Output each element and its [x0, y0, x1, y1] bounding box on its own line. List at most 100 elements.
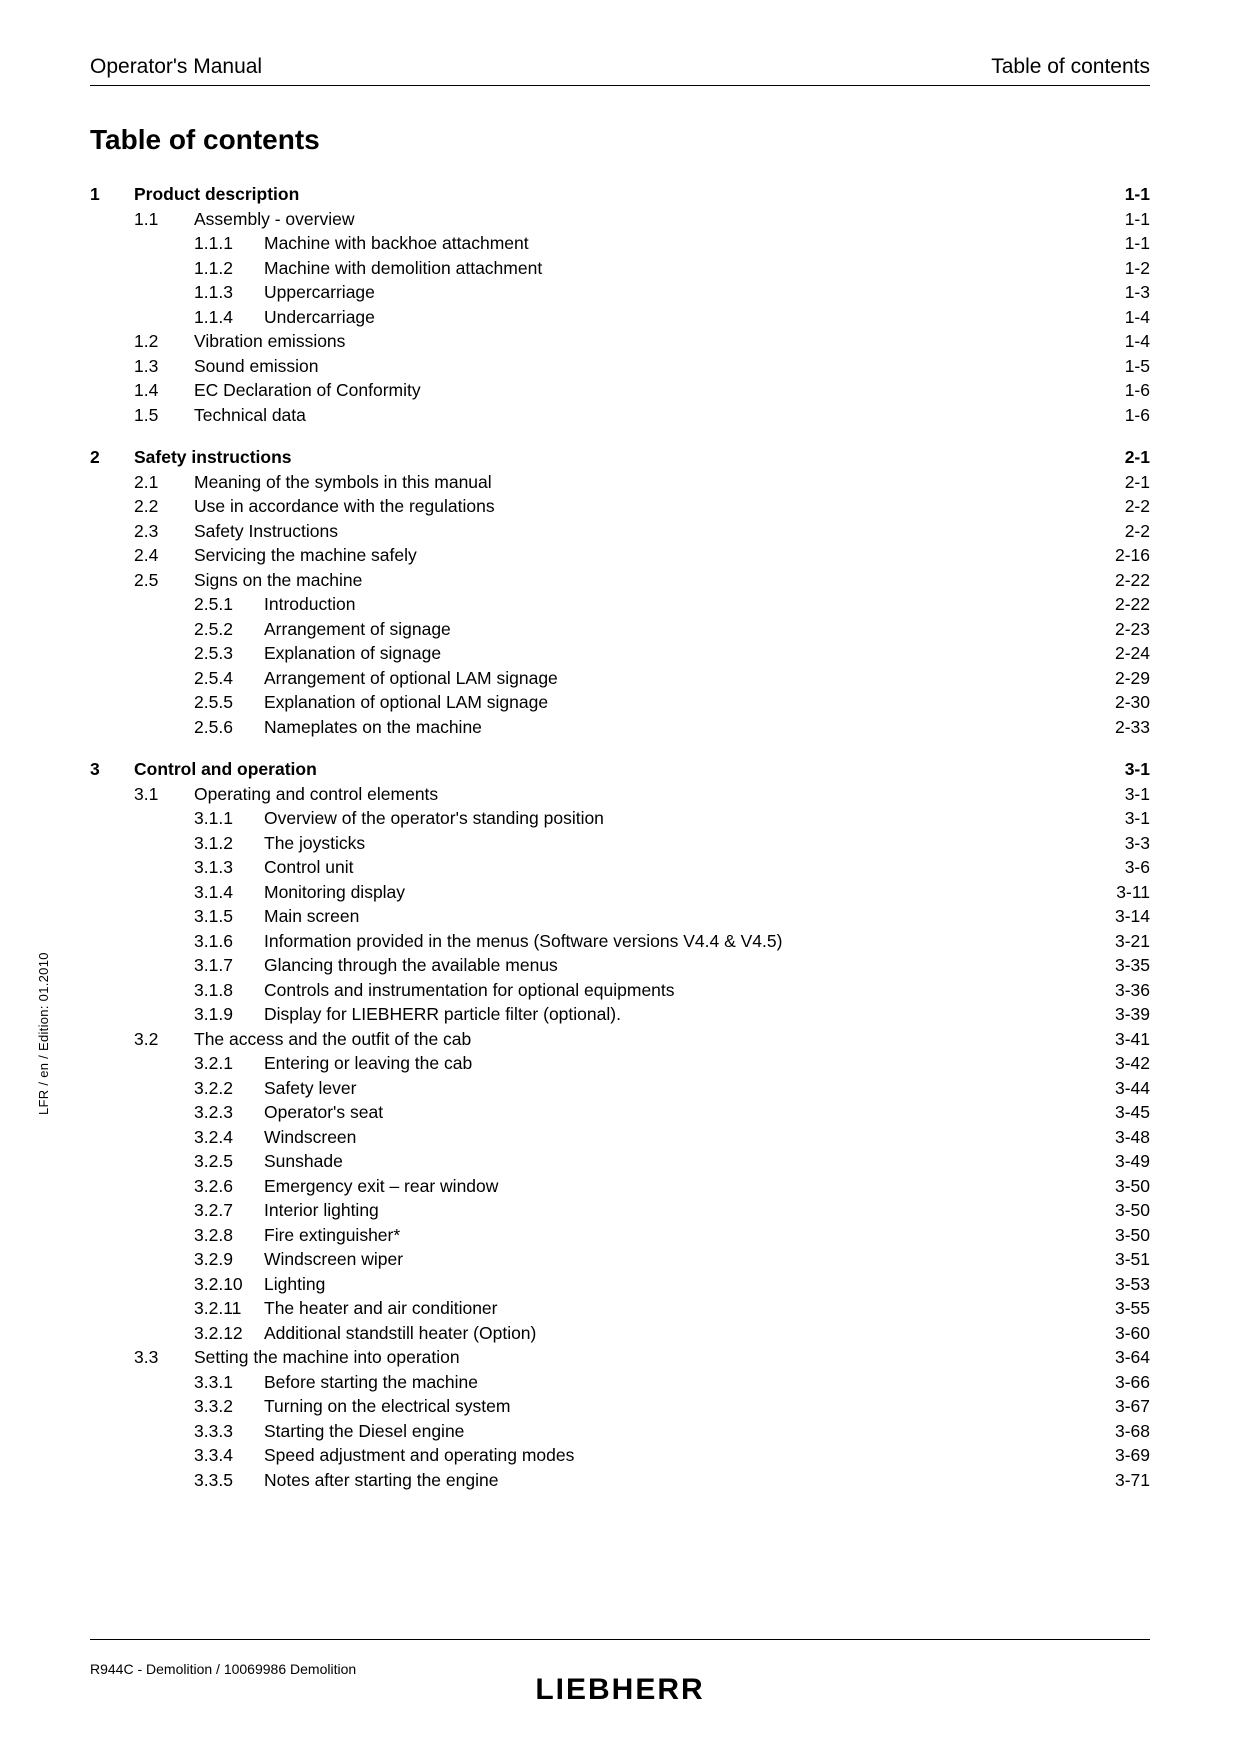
toc-entry-page: 3-44	[1106, 1076, 1150, 1101]
toc-entry-title: Before starting the machine	[264, 1370, 478, 1395]
toc-entry-page: 2-23	[1106, 617, 1150, 642]
footer-rule	[90, 1639, 1150, 1640]
toc-entry-title: Emergency exit – rear window	[264, 1174, 498, 1199]
header-right: Table of contents	[991, 55, 1150, 79]
toc-entry-title: Arrangement of optional LAM signage	[264, 666, 558, 691]
side-text: LFR / en / Edition: 01.2010	[36, 952, 51, 1115]
toc-entry-page: 1-2	[1106, 256, 1150, 281]
toc-row: 2.5.6Nameplates on the machine2-33	[90, 715, 1150, 740]
toc-entry-title: Operating and control elements	[194, 782, 438, 807]
toc-row: 3.1.5Main screen3-14	[90, 904, 1150, 929]
toc-entry-number: 3.3	[134, 1345, 194, 1370]
toc-entry-title: Glancing through the available menus	[264, 953, 558, 978]
toc-entry-page: 1-6	[1106, 403, 1150, 428]
toc-row: 1.1.4Undercarriage1-4	[90, 305, 1150, 330]
toc-entry-number: 3.1.8	[194, 978, 264, 1003]
toc-entry-page: 2-16	[1106, 543, 1150, 568]
toc-title: Table of contents	[90, 124, 1150, 156]
toc-entry-title: Signs on the machine	[194, 568, 362, 593]
toc-entry-title: Product description	[134, 182, 299, 207]
toc-entry-title: The access and the outfit of the cab	[194, 1027, 471, 1052]
toc-entry-number: 1.3	[134, 354, 194, 379]
toc-entry-page: 1-5	[1106, 354, 1150, 379]
toc-entry-number: 3.2	[134, 1027, 194, 1052]
toc-entry-number: 2.5.6	[194, 715, 264, 740]
toc-row: 2.5.3Explanation of signage2-24	[90, 641, 1150, 666]
toc-entry-title: Additional standstill heater (Option)	[264, 1321, 536, 1346]
toc-entry-number: 3.1.4	[194, 880, 264, 905]
toc-entry-title: Servicing the machine safely	[194, 543, 417, 568]
toc-entry-title: Control unit	[264, 855, 354, 880]
toc-entry-title: Use in accordance with the regulations	[194, 494, 495, 519]
toc-entry-number: 3.2.2	[194, 1076, 264, 1101]
toc-row: 3.1.9Display for LIEBHERR particle filte…	[90, 1002, 1150, 1027]
toc-row: 1.1.3Uppercarriage1-3	[90, 280, 1150, 305]
toc-entry-page: 1-6	[1106, 378, 1150, 403]
toc-row: 3.2.5Sunshade 3-49	[90, 1149, 1150, 1174]
toc-entry-title: Monitoring display	[264, 880, 405, 905]
toc-entry-number: 3.3.2	[194, 1394, 264, 1419]
toc-row: 3.3.3Starting the Diesel engine 3-68	[90, 1419, 1150, 1444]
toc-entry-title: Machine with backhoe attachment	[264, 231, 529, 256]
toc-entry-page: 3-21	[1106, 929, 1150, 954]
toc-content: 1Product description1-11.1Assembly - ove…	[90, 182, 1150, 1492]
toc-entry-number: 1.1.2	[194, 256, 264, 281]
toc-entry-page: 3-66	[1106, 1370, 1150, 1395]
toc-row: 1.3Sound emission1-5	[90, 354, 1150, 379]
toc-entry-title: Information provided in the menus (Softw…	[264, 929, 782, 954]
toc-entry-number: 3.2.12	[194, 1321, 264, 1346]
toc-row: 1.2Vibration emissions1-4	[90, 329, 1150, 354]
toc-row: 1.1.2Machine with demolition attachment1…	[90, 256, 1150, 281]
toc-entry-number: 3.3.3	[194, 1419, 264, 1444]
toc-row: 3Control and operation3-1	[90, 757, 1150, 782]
toc-row: 3.1.3Control unit3-6	[90, 855, 1150, 880]
toc-entry-page: 3-68	[1106, 1419, 1150, 1444]
toc-entry-title: Speed adjustment and operating modes	[264, 1443, 574, 1468]
toc-entry-number: 3.3.5	[194, 1468, 264, 1493]
toc-entry-number: 2.3	[134, 519, 194, 544]
toc-entry-number: 2.5.2	[194, 617, 264, 642]
footer-text: R944C - Demolition / 10069986 Demolition	[90, 1661, 356, 1677]
toc-entry-page: 3-1	[1106, 806, 1150, 831]
toc-entry-page: 1-4	[1106, 329, 1150, 354]
toc-entry-page: 3-48	[1106, 1125, 1150, 1150]
toc-entry-number: 3.1.5	[194, 904, 264, 929]
toc-entry-title: Controls and instrumentation for optiona…	[264, 978, 675, 1003]
toc-entry-number: 3.2.5	[194, 1149, 264, 1174]
toc-entry-page: 3-50	[1106, 1198, 1150, 1223]
toc-row: 3.2.1Entering or leaving the cab3-42	[90, 1051, 1150, 1076]
header-left: Operator's Manual	[90, 55, 262, 79]
toc-entry-number: 1.5	[134, 403, 194, 428]
toc-entry-number: 3.1.3	[194, 855, 264, 880]
toc-entry-page: 3-14	[1106, 904, 1150, 929]
toc-entry-number: 3.2.7	[194, 1198, 264, 1223]
toc-entry-page: 3-39	[1106, 1002, 1150, 1027]
toc-entry-number: 3.2.9	[194, 1247, 264, 1272]
toc-row: 2.2Use in accordance with the regulation…	[90, 494, 1150, 519]
toc-entry-title: Overview of the operator's standing posi…	[264, 806, 604, 831]
toc-entry-page: 3-1	[1106, 782, 1150, 807]
toc-row: 3.2.4Windscreen3-48	[90, 1125, 1150, 1150]
toc-row: 2.5Signs on the machine2-22	[90, 568, 1150, 593]
toc-entry-title: Nameplates on the machine	[264, 715, 482, 740]
toc-entry-number: 2.4	[134, 543, 194, 568]
toc-entry-page: 3-49	[1106, 1149, 1150, 1174]
toc-entry-title: Windscreen	[264, 1125, 356, 1150]
toc-entry-number: 3.3.4	[194, 1443, 264, 1468]
toc-entry-title: Setting the machine into operation	[194, 1345, 460, 1370]
toc-entry-title: Notes after starting the engine	[264, 1468, 498, 1493]
page-header: Operator's Manual Table of contents	[90, 55, 1150, 85]
toc-row: 2.5.5Explanation of optional LAM signage…	[90, 690, 1150, 715]
toc-entry-title: Explanation of optional LAM signage	[264, 690, 548, 715]
toc-entry-title: Sunshade	[264, 1149, 343, 1174]
toc-entry-page: 3-45	[1106, 1100, 1150, 1125]
toc-entry-page: 2-1	[1106, 470, 1150, 495]
toc-entry-title: Starting the Diesel engine	[264, 1419, 464, 1444]
toc-entry-number: 2.5	[134, 568, 194, 593]
toc-row: 3.1.1Overview of the operator's standing…	[90, 806, 1150, 831]
toc-row: 3.2The access and the outfit of the cab3…	[90, 1027, 1150, 1052]
toc-entry-title: Uppercarriage	[264, 280, 375, 305]
toc-row: 3.2.10Lighting3-53	[90, 1272, 1150, 1297]
toc-row: 3.2.2Safety lever3-44	[90, 1076, 1150, 1101]
toc-row: 3.3Setting the machine into operation3-6…	[90, 1345, 1150, 1370]
